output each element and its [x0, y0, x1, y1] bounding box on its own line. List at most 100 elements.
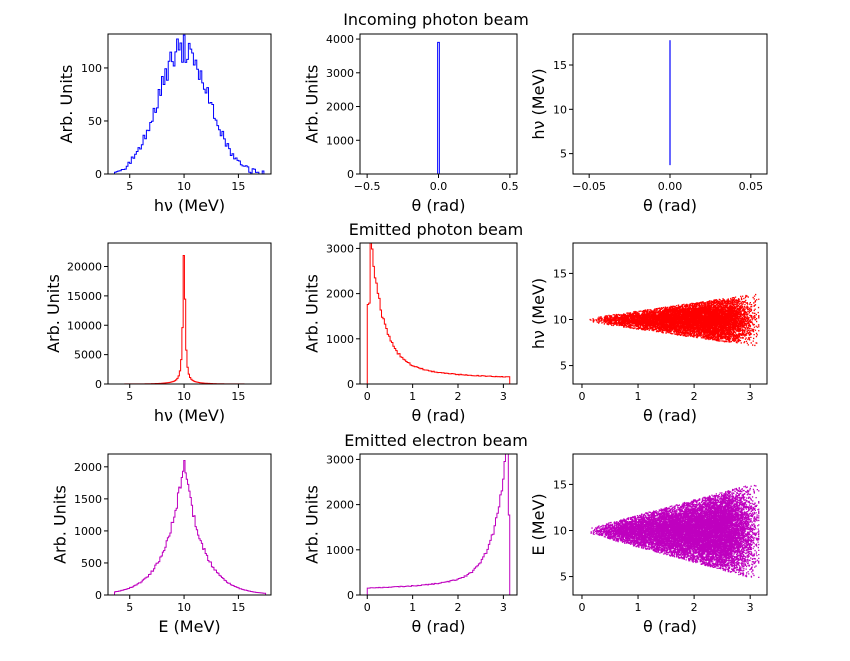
scatter-cloud	[589, 293, 760, 347]
plot-area	[366, 454, 511, 595]
histogram-series	[114, 34, 266, 174]
y-tick-label: 100	[81, 62, 102, 75]
y-tick-label: 5	[560, 148, 567, 161]
y-tick-label: 3000	[326, 67, 354, 80]
scatter-line	[669, 40, 671, 166]
y-tick-label: 5000	[74, 349, 102, 362]
y-tick-label: 3000	[326, 453, 354, 466]
x-axis-label: θ (rad)	[643, 406, 697, 425]
y-tick-label: 50	[88, 115, 102, 128]
plot-area	[114, 34, 266, 174]
x-tick-label: 2	[455, 601, 462, 614]
y-tick-label: 500	[81, 557, 102, 570]
histogram-series	[114, 459, 267, 595]
x-tick-label: 1	[409, 601, 416, 614]
x-tick-label: 0	[578, 390, 585, 403]
y-tick-label: 5	[560, 571, 567, 584]
y-tick-label: 2000	[326, 101, 354, 114]
axes-frame	[107, 242, 272, 385]
axes-frame	[359, 242, 518, 385]
x-tick-label: 0	[364, 390, 371, 403]
y-tick-label: 1000	[326, 544, 354, 557]
y-tick-label: 0	[95, 378, 102, 391]
plot-area	[669, 40, 671, 166]
axes-frame	[107, 33, 272, 175]
x-tick-label: 5	[126, 180, 133, 193]
x-axis-label: θ (rad)	[412, 617, 466, 636]
y-tick-label: 2000	[326, 499, 354, 512]
y-tick-label: 2000	[326, 288, 354, 301]
x-tick-label: 1	[635, 390, 642, 403]
x-tick-label: 1	[635, 601, 642, 614]
y-tick-label: 20000	[67, 261, 102, 274]
panel-0-1: −0.5 0.0 0.5 0 1000 2000 3000 4000 θ (rad) Arb. U…	[303, 33, 519, 215]
histogram-series	[366, 454, 511, 595]
y-tick-label: 2000	[74, 461, 102, 474]
x-tick-label: 10	[177, 390, 191, 403]
y-axis-label: Arb. Units	[303, 65, 322, 144]
x-tick-label: 10	[177, 180, 191, 193]
y-axis-label: Arb. Units	[303, 274, 322, 353]
y-tick-label: 10	[553, 524, 567, 537]
panel-1-0: 5 10 15 0 5000 10000 15000 20000 hν (MeV) Arb. Un…	[44, 242, 272, 425]
x-tick-label: 0.0	[430, 180, 448, 193]
y-tick-label: 1000	[74, 525, 102, 538]
y-tick-label: 10000	[67, 319, 102, 332]
x-tick-label: 0.00	[658, 180, 683, 193]
y-tick-label: 3000	[326, 242, 354, 255]
x-axis-label: θ (rad)	[412, 196, 466, 215]
axes-frame	[572, 242, 768, 385]
axes-frame	[359, 33, 518, 175]
x-axis-label: θ (rad)	[412, 406, 466, 425]
x-tick-label: 3	[500, 601, 507, 614]
x-tick-label: 15	[231, 601, 245, 614]
x-axis-label: hν (MeV)	[154, 406, 225, 425]
title-row-0: Incoming photon beam	[343, 10, 529, 29]
panel-2-2: 0 1 2 3 5 10 15 θ (rad) E (MeV)	[529, 453, 768, 636]
y-tick-label: 15	[553, 478, 567, 491]
y-tick-label: 5	[560, 360, 567, 373]
x-tick-label: 2	[455, 390, 462, 403]
title-row-1: Emitted photon beam	[349, 220, 524, 239]
x-tick-label: 3	[500, 390, 507, 403]
x-tick-label: 1	[409, 390, 416, 403]
y-tick-label: 0	[95, 589, 102, 602]
x-axis-label: θ (rad)	[643, 196, 697, 215]
y-tick-label: 15	[553, 59, 567, 72]
y-axis-label: Arb. Units	[44, 274, 63, 353]
y-axis-label: Arb. Units	[57, 65, 76, 144]
y-tick-label: 0	[347, 589, 354, 602]
x-tick-label: 0	[578, 601, 585, 614]
x-tick-label: 0	[364, 601, 371, 614]
y-tick-label: 1500	[74, 493, 102, 506]
y-axis-label: Arb. Units	[303, 485, 322, 564]
axes-frame	[572, 453, 768, 596]
y-tick-label: 0	[347, 378, 354, 391]
panel-2-0: 5 10 15 0 500 1000 1500 2000 E (MeV) Arb. Units	[51, 453, 272, 636]
y-axis-label: E (MeV)	[529, 493, 548, 555]
scatter-points	[589, 293, 760, 347]
scatter-points	[669, 40, 671, 166]
y-axis-label: Arb. Units	[51, 485, 70, 564]
histogram-series	[437, 41, 440, 174]
y-tick-label: 10	[553, 103, 567, 116]
y-tick-label: 1000	[326, 333, 354, 346]
panel-1-2: 0 1 2 3 5 10 15 θ (rad) hν (MeV)	[529, 242, 768, 425]
panel-0-0: 5 10 15 0 50 100 hν (MeV) Arb. Units	[57, 33, 272, 215]
x-tick-label: 0.05	[739, 180, 764, 193]
y-axis-label: hν (MeV)	[529, 68, 548, 139]
x-tick-label: 3	[747, 601, 754, 614]
y-tick-label: 15	[553, 267, 567, 280]
x-tick-label: 5	[126, 601, 133, 614]
y-tick-label: 15000	[67, 290, 102, 303]
plot-area	[366, 243, 511, 384]
x-tick-label: 2	[691, 601, 698, 614]
y-tick-label: 0	[95, 168, 102, 181]
plot-area	[114, 459, 267, 595]
axes-frame	[107, 453, 272, 596]
scatter-points	[590, 484, 760, 578]
plot-area	[437, 41, 440, 174]
panel-1-1: 0 1 2 3 0 1000 2000 3000 θ (rad) Arb. Units	[303, 242, 518, 425]
x-tick-label: 5	[126, 390, 133, 403]
x-tick-label: 0.5	[501, 180, 519, 193]
